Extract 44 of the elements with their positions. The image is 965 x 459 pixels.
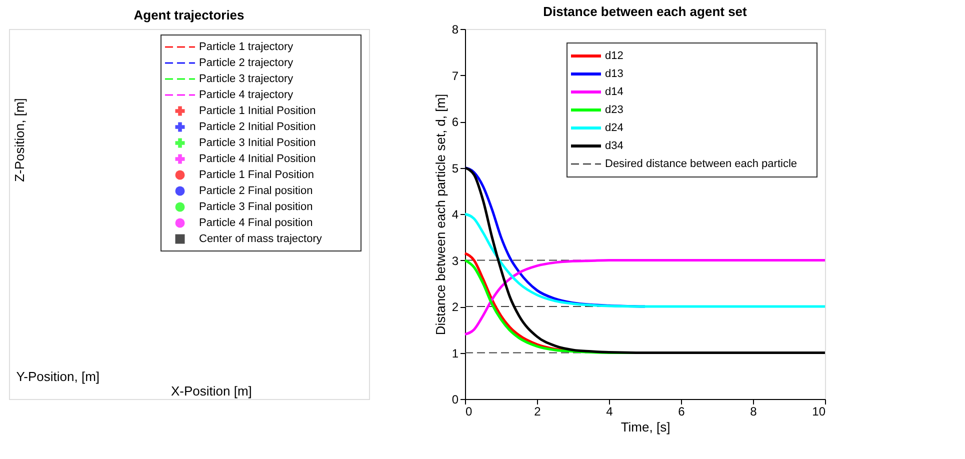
text: Y-Position, [m] (16, 368, 100, 384)
y-tick-label: 8 (452, 22, 459, 36)
legend-label: Particle 1 Initial Position (199, 105, 316, 117)
y-tick-label: 5 (452, 161, 459, 176)
legend-label: Particle 4 trajectory (199, 89, 294, 101)
legend-label: Desired distance between each particle (605, 158, 798, 170)
x-tick-label: 4 (606, 404, 614, 418)
y-tick-label: 3 (452, 254, 459, 268)
legend-label: d24 (605, 122, 624, 134)
legend-label: Particle 2 trajectory (199, 57, 294, 69)
x-tick-label: 2 (534, 404, 542, 418)
legend-label: Center of mass trajectory (199, 233, 322, 245)
y-tick-label: 4 (452, 208, 459, 222)
legend-label: Particle 1 Final Position (199, 169, 314, 181)
legend-label: d14 (605, 86, 624, 98)
y-tick-label: 7 (452, 68, 459, 83)
legend-label: Particle 4 Initial Position (199, 153, 316, 165)
legend-label: Particle 3 Final position (199, 201, 313, 213)
x-axis-title: Time, [s] (620, 420, 670, 434)
legend-label: d13 (605, 68, 624, 80)
legend-label: Particle 2 Initial Position (199, 121, 316, 133)
x-tick-label: 8 (750, 404, 758, 418)
legend-label: Particle 1 trajectory (199, 41, 294, 53)
text: Agent trajectories (134, 7, 244, 22)
legend-label: Particle 3 trajectory (199, 73, 294, 85)
y-tick-label: 0 (452, 392, 459, 406)
text: Z-Position, [m] (12, 98, 27, 182)
legend-label: d34 (605, 140, 624, 152)
x-tick-label: 10 (812, 404, 826, 418)
legend-label: Particle 3 Initial Position (199, 137, 316, 149)
y-tick-label: 2 (452, 300, 459, 314)
text: X-Position [m] (171, 384, 252, 399)
line-series (464, 212, 826, 308)
legend-label: Particle 2 Final position (199, 185, 313, 197)
x-tick-label: 6 (678, 404, 686, 418)
y-axis-title: Distance between each particle set, d, [m] (432, 94, 448, 336)
y-tick-label: 1 (452, 346, 459, 360)
x-tick-label: 0 (466, 404, 472, 418)
line-series (464, 259, 826, 336)
legend-label: Particle 4 Final position (199, 217, 313, 229)
chart-title: Distance between each agent set (543, 4, 748, 19)
legend-label: d23 (605, 104, 624, 116)
legend-label: d12 (605, 50, 624, 62)
y-tick-label: 6 (452, 115, 459, 129)
